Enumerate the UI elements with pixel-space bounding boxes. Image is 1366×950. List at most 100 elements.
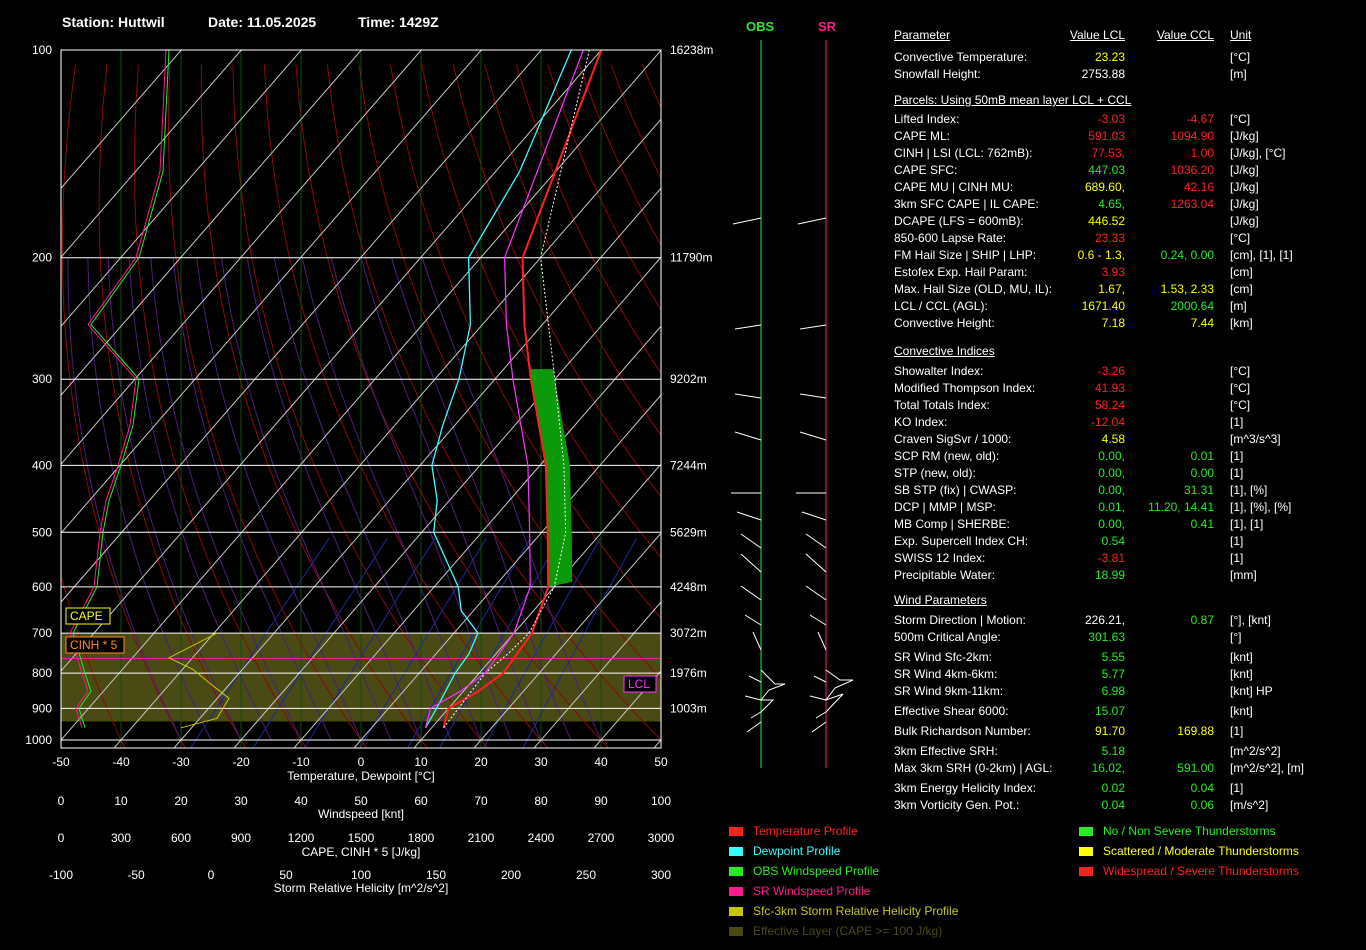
sr-wind-barb: [815, 711, 827, 719]
param-unit: [°C]: [1230, 381, 1251, 395]
param-value-ccl: -4.67: [1186, 112, 1214, 126]
sr-wind-barb: [797, 217, 827, 225]
header-value-lcl: Value LCL: [1069, 28, 1125, 42]
param-value-lcl: 4.58: [1101, 432, 1125, 446]
pressure-tick-label: 100: [32, 43, 52, 57]
pressure-tick-label: 900: [32, 701, 52, 715]
cape-tick-label: 1200: [288, 831, 315, 845]
param-value-lcl: 0.00,: [1098, 449, 1125, 463]
param-unit: [1], [%]: [1230, 483, 1268, 497]
isotherm-line: [61, 50, 482, 534]
param-value-ccl: 1.00: [1190, 146, 1214, 160]
param-value-lcl: 7.18: [1101, 316, 1125, 330]
param-name: Bulk Richardson Number:: [894, 724, 1031, 738]
height-tick-label: 9202m: [670, 372, 707, 386]
header-parameter: Parameter: [894, 28, 951, 42]
param-value-lcl: -12.04: [1090, 415, 1125, 429]
param-name: SCP RM (new, old):: [894, 449, 1000, 463]
sr-wind-barb: [805, 585, 827, 601]
isotherm-line: [61, 50, 422, 465]
temperature-tick-label: 10: [414, 755, 428, 769]
param-unit: [1]: [1230, 724, 1244, 738]
param-value-lcl: 91.70: [1094, 724, 1125, 738]
param-name: Estofex Exp. Hail Param:: [894, 265, 1028, 279]
param-unit: [m/s^2]: [1230, 798, 1269, 812]
srh-tick-label: 300: [651, 868, 671, 882]
param-unit: [J/kg]: [1230, 214, 1259, 228]
isotherm-line: [61, 50, 182, 190]
param-unit: [1]: [1230, 534, 1244, 548]
param-unit: [1], [%], [%]: [1230, 500, 1292, 514]
srh-tick-label: 200: [501, 868, 521, 882]
param-value-ccl: 0.00: [1190, 466, 1214, 480]
param-name: SR Wind 4km-6km:: [894, 667, 998, 681]
legend-swatch: [729, 887, 743, 896]
param-value-lcl: 0.00,: [1098, 517, 1125, 531]
pressure-tick-label: 800: [32, 666, 52, 680]
param-unit: [m]: [1230, 67, 1247, 81]
param-name: Precipitable Water:: [894, 568, 995, 582]
dry-adiabat-line: [421, 64, 661, 559]
param-name: SR Wind Sfc-2km:: [894, 650, 993, 664]
pressure-tick-label: 200: [32, 251, 52, 265]
cape-tick-label: 300: [111, 831, 131, 845]
param-unit: [1]: [1230, 466, 1244, 480]
temperature-tick-label: 30: [534, 755, 548, 769]
windspeed-tick-label: 10: [114, 794, 128, 808]
param-name: Convective Temperature:: [894, 50, 1028, 64]
obs-wind-barb: [740, 553, 762, 573]
obs-wind-barb: [752, 631, 762, 651]
cape-tick-label: 2100: [468, 831, 495, 845]
param-value-ccl: 11.20, 14.41: [1148, 500, 1214, 514]
temperature-axis-label: Temperature, Dewpoint [°C]: [287, 769, 435, 783]
time-label: Time: 1429Z: [358, 14, 439, 30]
windspeed-tick-label: 90: [594, 794, 608, 808]
legend-swatch: [729, 867, 743, 876]
dry-adiabat-line: [515, 64, 661, 374]
obs-wind-barb: [750, 711, 762, 719]
temperature-tick-label: 0: [358, 755, 365, 769]
dry-adiabat-line: [98, 64, 247, 748]
cape-tick-label: 1500: [348, 831, 375, 845]
param-value-ccl: 2000.64: [1170, 299, 1214, 313]
plot-area: [61, 50, 661, 748]
legend-label: OBS Windspeed Profile: [753, 864, 880, 878]
param-value-lcl: 0.00,: [1098, 466, 1125, 480]
legend-swatch: [729, 907, 743, 916]
srh-tick-label: 50: [279, 868, 293, 882]
param-value-lcl: 6.98: [1101, 684, 1125, 698]
legend-swatch: [1079, 847, 1093, 856]
param-unit: [knt]: [1230, 704, 1253, 718]
header-value-ccl: Value CCL: [1156, 28, 1214, 42]
param-unit: [cm]: [1230, 282, 1253, 296]
param-unit: [1]: [1230, 415, 1244, 429]
param-value-ccl: 0.01: [1190, 449, 1214, 463]
parcels-section-title: Parcels: Using 50mB mean layer LCL + CCL: [894, 93, 1132, 107]
param-name: CAPE ML:: [894, 129, 951, 143]
param-unit: [1], [1]: [1230, 517, 1264, 531]
param-name: LCL / CCL (AGL):: [894, 299, 988, 313]
param-unit: [mm]: [1230, 568, 1257, 582]
dry-adiabat-line: [61, 574, 126, 748]
obs-wind-barb: [746, 721, 762, 733]
param-name: 3km SFC CAPE | IL CAPE:: [894, 197, 1039, 211]
param-unit: [J/kg]: [1230, 163, 1259, 177]
param-value-lcl: 4.65,: [1098, 197, 1125, 211]
sr-wind-barb: [817, 631, 827, 651]
srh-tick-label: 150: [426, 868, 446, 882]
param-name: STP (new, old):: [894, 466, 976, 480]
cinh-label: CINH * 5: [70, 638, 118, 652]
param-unit: [°C]: [1230, 398, 1251, 412]
cape-axis-label: CAPE, CINH * 5 [J/kg]: [302, 845, 421, 859]
lcl-box: [623, 675, 657, 693]
param-unit: [°]: [1230, 630, 1242, 644]
cape-label: CAPE: [70, 609, 103, 623]
dry-adiabat-line: [326, 64, 661, 741]
dry-adiabat-line: [484, 64, 661, 436]
param-value-lcl: 23.23: [1094, 50, 1125, 64]
height-tick-label: 1003m: [670, 701, 707, 715]
param-name: Max. Hail Size (OLD, MU, IL):: [894, 282, 1053, 296]
dry-adiabat-line: [61, 64, 186, 748]
param-value-lcl: 5.18: [1101, 744, 1125, 758]
param-value-lcl: 0.6 - 1.3,: [1077, 248, 1125, 262]
